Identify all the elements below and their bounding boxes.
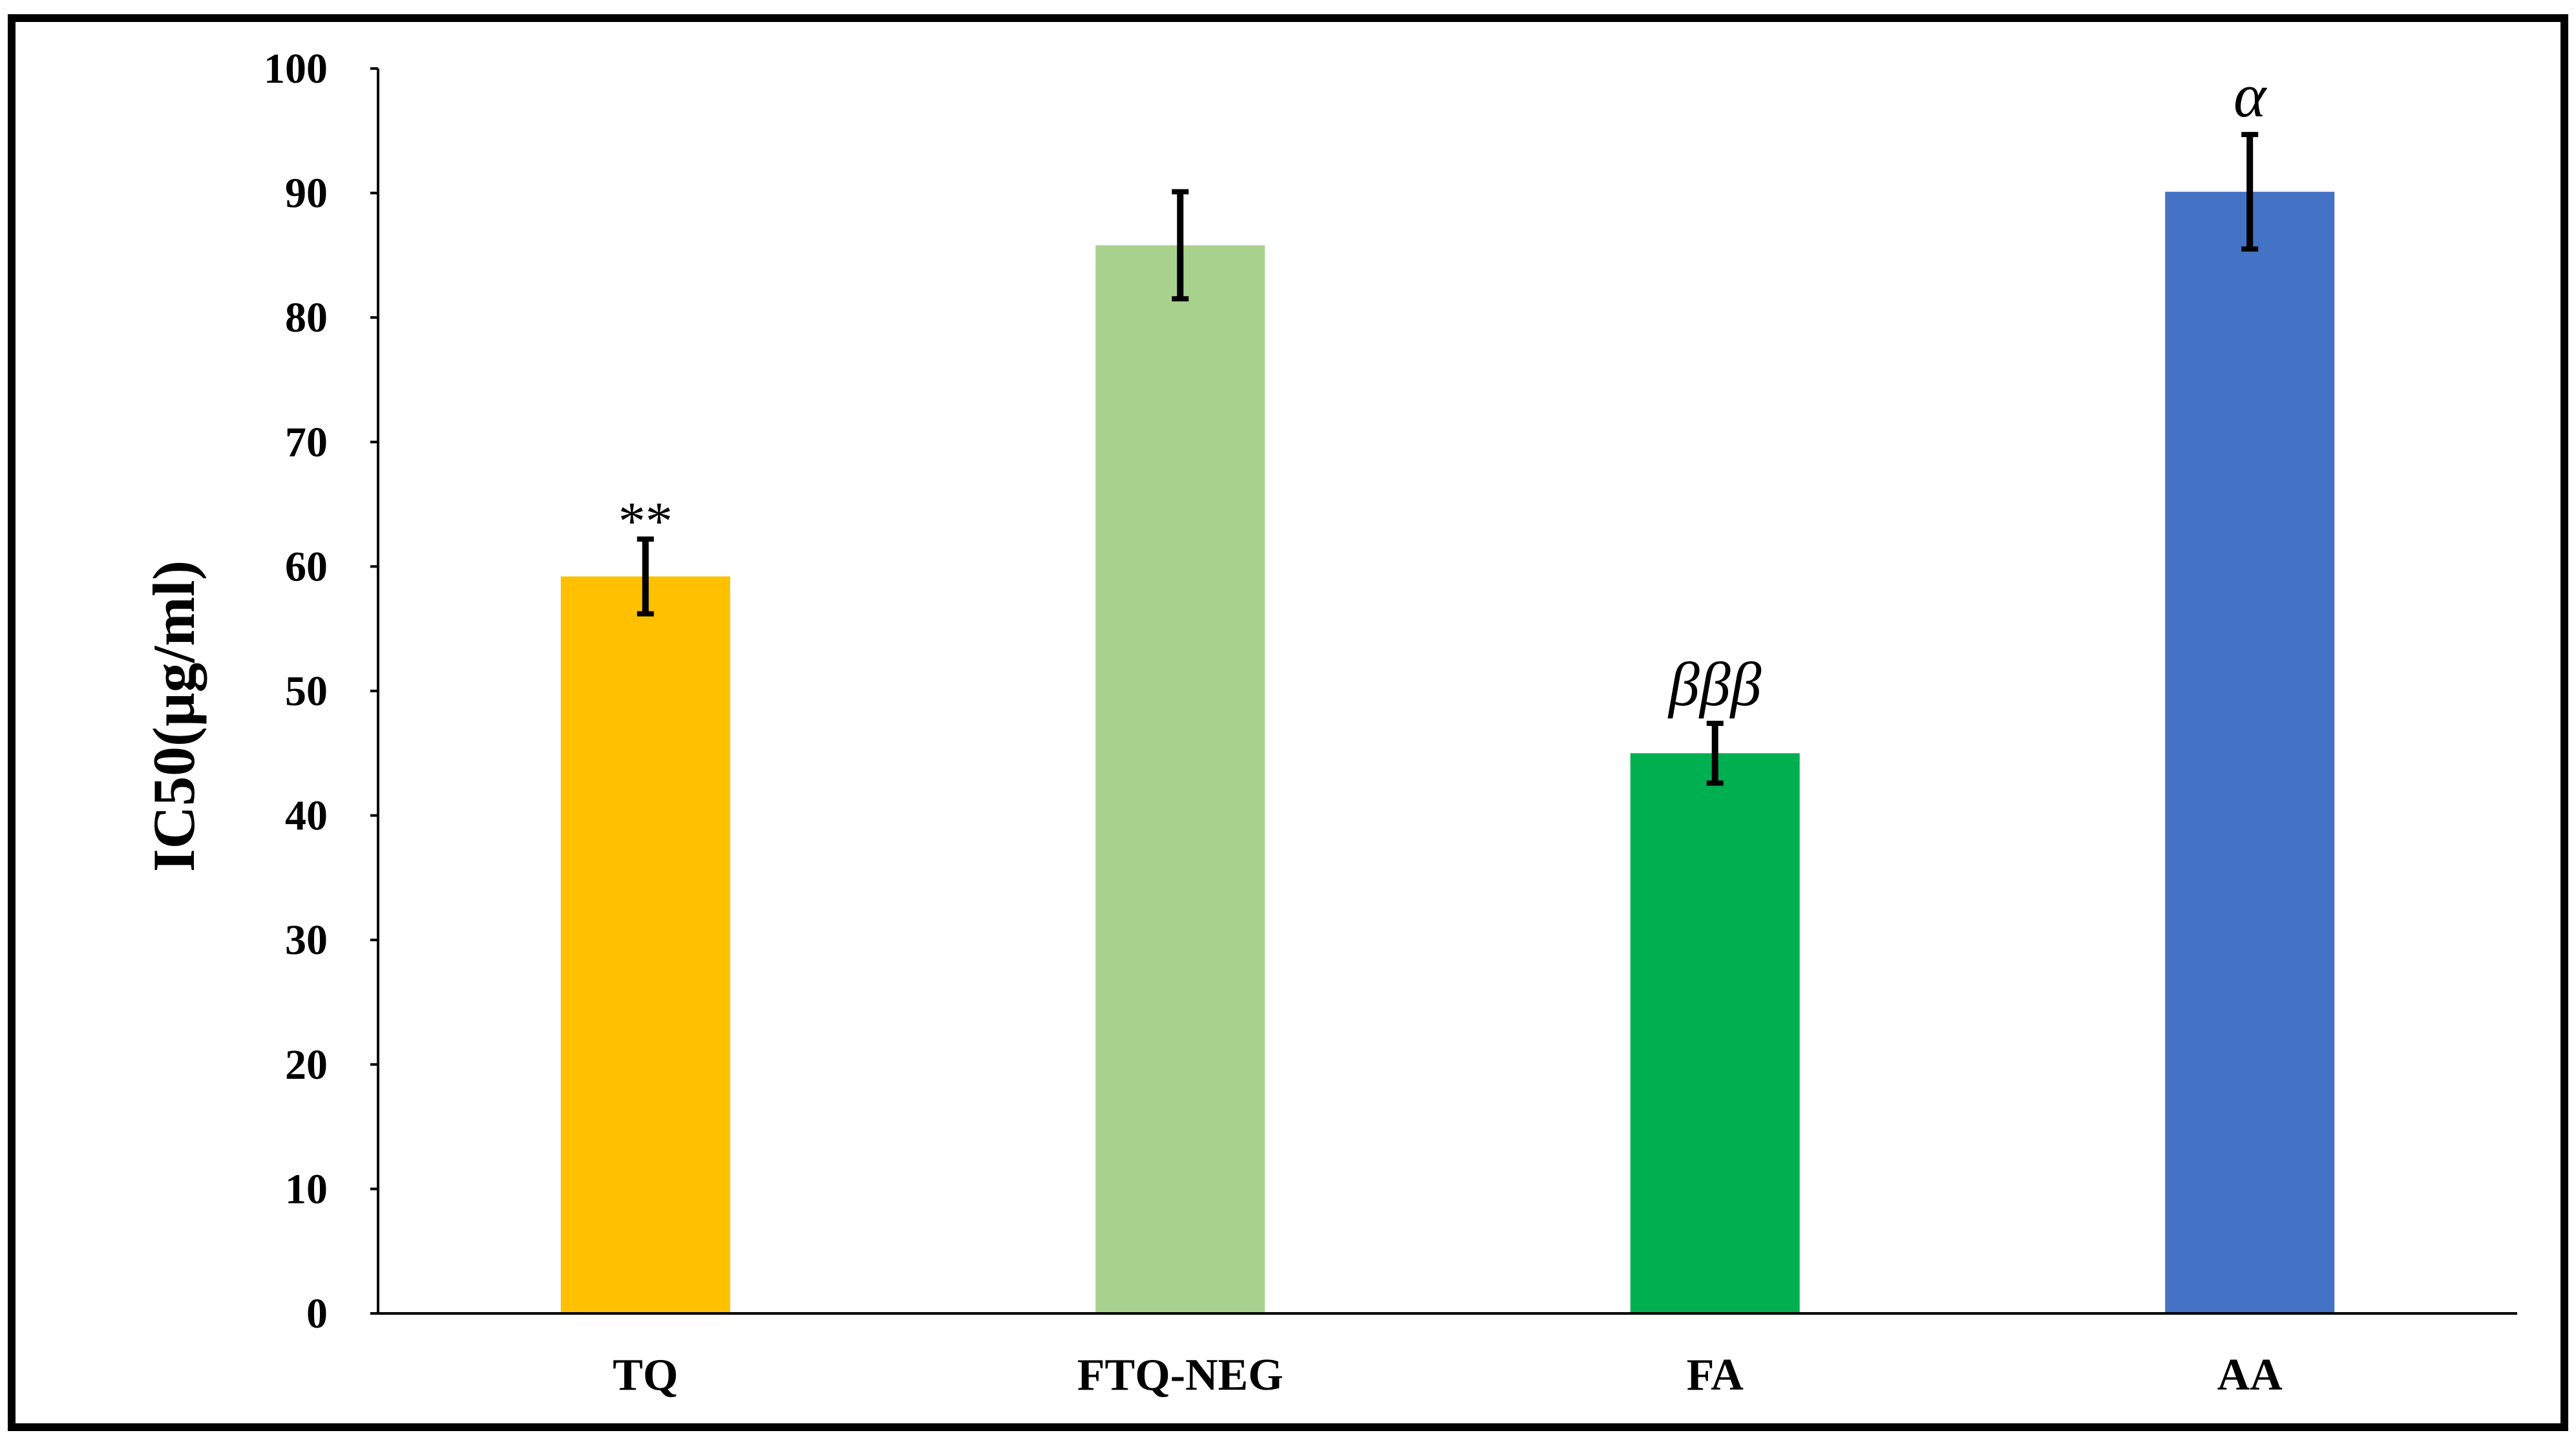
bars-group bbox=[560, 191, 2335, 1314]
x-category-label: AA bbox=[2217, 1350, 2283, 1400]
bar-aa bbox=[2165, 191, 2335, 1313]
y-tick-label: 100 bbox=[264, 45, 328, 92]
significance-annotation: ** bbox=[618, 491, 673, 551]
chart-border bbox=[8, 14, 2568, 1431]
y-tick-label: 40 bbox=[285, 792, 328, 840]
y-tick-label: 70 bbox=[285, 419, 328, 466]
x-category-label: TQ bbox=[613, 1350, 678, 1400]
y-axis-ticks: 0 10 20 30 40 50 60 70 80 90 100 bbox=[264, 45, 378, 1337]
error-bars-group bbox=[637, 132, 2259, 786]
y-tick-label: 20 bbox=[285, 1041, 328, 1088]
bar-fa bbox=[1630, 753, 1800, 1313]
bar-tq bbox=[560, 576, 730, 1313]
y-tick-label: 0 bbox=[306, 1290, 328, 1337]
y-tick-label: 30 bbox=[285, 917, 328, 964]
significance-annotation: α bbox=[2233, 61, 2267, 130]
y-tick-label: 60 bbox=[285, 543, 328, 590]
significance-annotation: βββ bbox=[1667, 650, 1762, 719]
x-category-label: FTQ-NEG bbox=[1077, 1350, 1283, 1400]
y-axis-title: IC50(µg/ml) bbox=[141, 560, 207, 872]
x-category-label: FA bbox=[1687, 1350, 1744, 1400]
y-tick-label: 10 bbox=[285, 1165, 328, 1213]
y-tick-label: 90 bbox=[285, 170, 328, 217]
y-tick-label: 80 bbox=[285, 294, 328, 341]
y-tick-label: 50 bbox=[285, 668, 328, 715]
x-axis-labels: TQ FTQ-NEG FA AA bbox=[613, 1350, 2283, 1400]
annotations-group: ** βββ α bbox=[618, 61, 2267, 719]
bar-ftq-neg bbox=[1095, 245, 1265, 1314]
